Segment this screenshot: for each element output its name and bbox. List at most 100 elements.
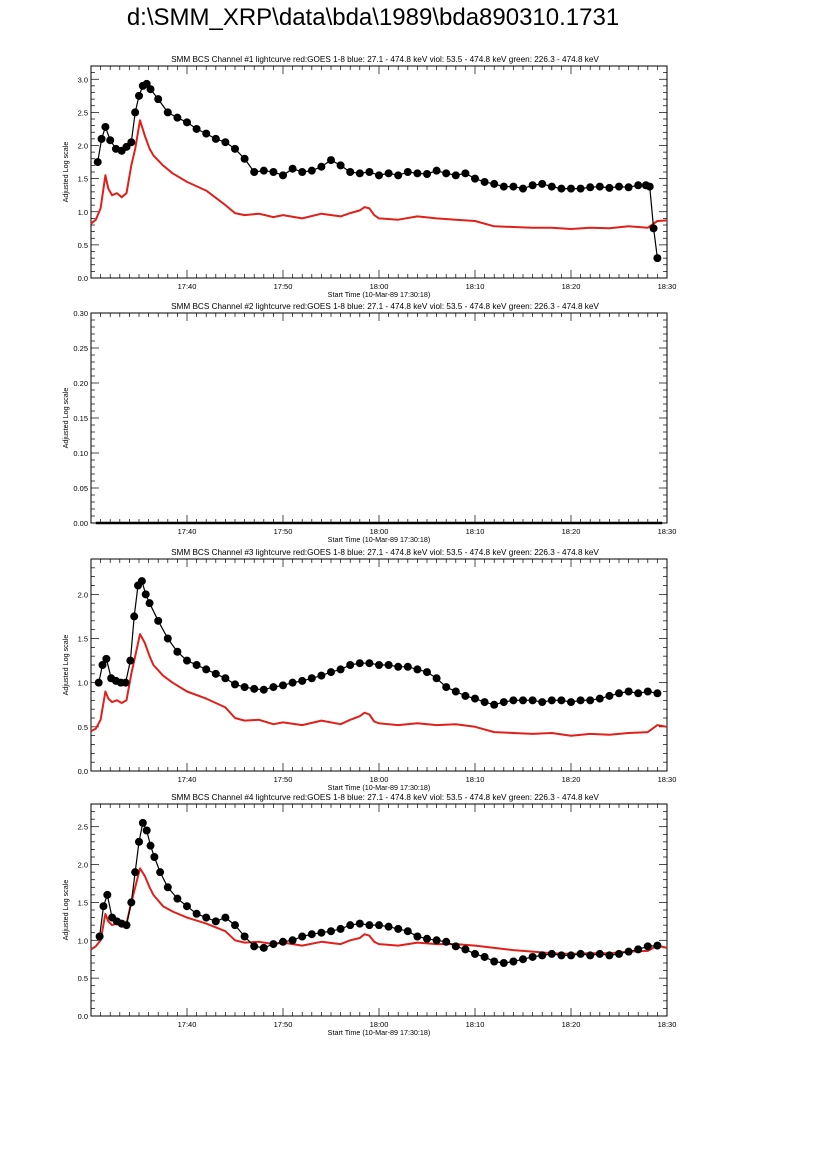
chart3-y-tick-label: 0.0: [78, 767, 88, 776]
chart2-y-tick-label: 0.20: [73, 379, 88, 388]
chart1-series-black-point: [403, 168, 412, 176]
chart1-series-black-point: [173, 113, 182, 122]
chart1-series-black-point: [394, 171, 403, 180]
chart4-series-black-point: [211, 917, 220, 926]
chart4-series-black-point: [131, 868, 140, 877]
chart3-series-black-point: [547, 696, 556, 705]
chart1-series-black-point: [432, 166, 441, 175]
chart4-y-axis-label: Adjusted Log scale: [61, 880, 70, 941]
chart1-series-black-point: [649, 224, 658, 233]
chart1-y-tick-label: 0.0: [78, 274, 88, 283]
chart1-series-black-point: [221, 138, 230, 147]
chart2-x-tick-label: 18:20: [562, 527, 581, 536]
chart4-y-tick-label: 1.0: [78, 936, 88, 945]
chart4-series-black-point: [163, 883, 172, 892]
chart3-series-black-point: [173, 647, 182, 656]
chart4-panel: SMM BCS Channel #4 lightcurve red:GOES 1…: [61, 793, 676, 1037]
chart1-title: SMM BCS Channel #1 lightcurve red:GOES 1…: [171, 55, 599, 64]
chart2-frame: [90, 312, 668, 524]
chart1-series-black-point: [317, 162, 326, 171]
chart3-series-black-point: [451, 687, 460, 696]
chart3-x-tick-label: 17:50: [274, 775, 293, 784]
chart1-series-black-point: [461, 169, 470, 178]
chart3-series-black-point: [624, 687, 633, 696]
chart1-series-black-point: [499, 182, 508, 191]
chart1-series-black-point: [365, 168, 374, 176]
chart4-series-black-point: [240, 932, 249, 941]
chart3-series-black-point: [567, 698, 575, 707]
chart1-series-black-point: [595, 182, 604, 191]
chart3-series-black-point: [538, 698, 547, 707]
chart1-series-black-point: [634, 181, 643, 190]
chart1-x-axis-label: Start Time (10-Mar-89 17:30:18): [328, 290, 431, 299]
chart3-series-black-line: [98, 579, 658, 706]
chart4-series-black-point: [538, 951, 547, 960]
chart4-x-tick-label: 18:10: [466, 1020, 485, 1029]
chart4-x-tick-label: 17:50: [274, 1020, 293, 1029]
chart1-series-black-point: [451, 171, 460, 180]
chart4-y-tick-label: 2.5: [78, 823, 88, 832]
chart3-series-black-point: [317, 671, 326, 680]
chart2-x-axis-label: Start Time (10-Mar-89 17:30:18): [328, 535, 431, 544]
chart4-series-black-point: [317, 928, 326, 937]
chart4-series-black-point: [279, 937, 287, 946]
chart4-series-black-point: [298, 932, 307, 941]
chart4-series-black-point: [567, 951, 575, 960]
chart2-x-tick-label: 17:50: [274, 527, 293, 536]
chart4-series-black-point: [336, 924, 345, 933]
chart1-series-black-point: [490, 179, 499, 188]
chart3-series-black-point: [183, 656, 191, 665]
chart2-x-tick-label: 18:00: [370, 527, 389, 536]
chart3-series-black-point: [279, 681, 287, 690]
chart4-series-black-line: [99, 821, 658, 964]
chart3-series-black-point: [384, 661, 393, 669]
chart4-series-black-point: [183, 902, 191, 911]
chart3-series-black-point: [202, 665, 211, 674]
chart1-series-black-point: [131, 108, 140, 117]
chart1-series-black-point: [471, 174, 479, 183]
chart4-series-black-point: [595, 949, 604, 958]
chart3-series-black-point: [653, 689, 662, 698]
chart1-series-black-point: [101, 122, 110, 131]
chart4-series-black-point: [127, 898, 136, 907]
chart4-series-black-point: [509, 957, 518, 966]
chart4-series-black-point: [202, 913, 211, 922]
chart4-series-black-point: [490, 957, 499, 966]
chart3-series-black-point: [509, 696, 518, 705]
chart3-series-black-point: [94, 678, 103, 687]
chart4-series-black-point: [307, 930, 316, 939]
chart1-series-black-point: [653, 254, 662, 263]
chart1-series-black-point: [346, 168, 355, 176]
chart3-series-red-line: [90, 633, 668, 737]
chart4-series-black-point: [480, 952, 489, 961]
chart4-series-black-point: [519, 955, 527, 964]
chart2-x-tick-label: 17:40: [178, 527, 197, 536]
chart3-series-black-point: [346, 661, 355, 669]
chart2-y-tick-label: 0.25: [73, 344, 88, 353]
chart4-frame: [90, 803, 668, 1017]
chart4-series-black-point: [221, 913, 230, 922]
chart3-series-black-point: [355, 659, 364, 668]
chart3-x-tick-label: 17:40: [178, 775, 197, 784]
chart4-title: SMM BCS Channel #4 lightcurve red:GOES 1…: [171, 793, 599, 802]
chart4-y-tick-label: 1.5: [78, 898, 88, 907]
chart1-series-black-point: [519, 184, 527, 193]
chart1-series-black-line: [97, 83, 658, 259]
chart4-series-black-point: [173, 894, 182, 903]
chart1-series-black-point: [183, 118, 191, 127]
chart1-series-black-point: [336, 161, 345, 170]
page-title: d:\SMM_XRP\data\bda\1989\bda890310.1731: [126, 4, 620, 31]
chart1-series-black-point: [97, 134, 106, 143]
chart1-series-black-point: [413, 169, 422, 178]
chart3-series-black-point: [98, 661, 107, 669]
chart4-series-black-point: [259, 943, 268, 952]
chart4-series-red-line: [90, 867, 668, 955]
chart1-series-black-point: [576, 184, 585, 193]
chart4-series-black-point: [528, 952, 537, 961]
chart1-y-tick-label: 1.5: [78, 175, 88, 184]
chart4-series-black-point: [547, 949, 556, 958]
chart1-series-black-point: [480, 177, 489, 186]
chart4-x-axis-label: Start Time (10-Mar-89 17:30:18): [328, 1028, 431, 1037]
chart2-y-tick-label: 0.00: [73, 519, 88, 528]
